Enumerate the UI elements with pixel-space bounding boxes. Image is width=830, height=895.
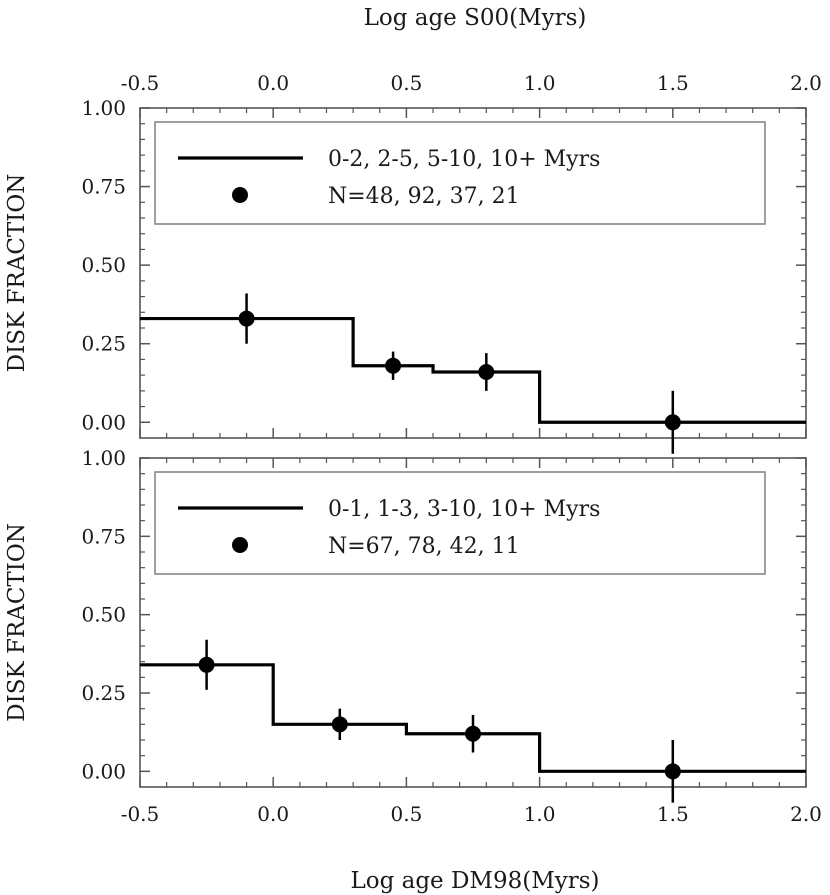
y-tick-label: 0.00	[81, 759, 126, 783]
x-tick-label: 0.5	[390, 71, 422, 95]
legend-line-label: 0-1, 1-3, 3-10, 10+ Myrs	[328, 497, 600, 522]
x-tick-label: 2.0	[790, 802, 822, 826]
y-tick-label: 0.25	[81, 681, 126, 705]
x-tick-label: 1.5	[657, 71, 689, 95]
x-tick-label: 1.0	[524, 802, 556, 826]
x-tick-label: -0.5	[121, 71, 160, 95]
legend-box	[154, 121, 766, 225]
legend-line-label: 0-2, 2-5, 5-10, 10+ Myrs	[328, 147, 600, 172]
y-axis-title: DISK FRACTION	[4, 174, 30, 373]
y-tick-label: 0.75	[81, 175, 126, 199]
x-tick-label: 1.0	[524, 71, 556, 95]
data-point	[465, 725, 481, 742]
legend-marker-swatch	[232, 537, 248, 553]
x-tick-label: 0.0	[257, 71, 289, 95]
legend-marker-label: N=67, 78, 42, 11	[328, 534, 520, 559]
bottom-axis-title: Log age DM98(Myrs)	[350, 868, 599, 894]
top-panel: -0.5 0.0 0.5 1.0 1.5 2.0 0.00 0.25 0.50 0.75 1.00 D…	[4, 71, 822, 454]
step-line	[140, 316, 806, 424]
x-tick-label: 2.0	[790, 71, 822, 95]
data-point	[198, 656, 215, 673]
step-line	[140, 663, 806, 773]
y-tick-label: 0.25	[81, 332, 126, 356]
top-axis-title: Log age S00(Myrs)	[364, 5, 587, 31]
y-tick-label: 0.75	[81, 524, 126, 548]
data-point	[664, 763, 681, 780]
y-tick-label: 0.00	[81, 410, 126, 434]
data-point	[238, 310, 255, 327]
legend-box	[154, 471, 766, 575]
y-tick-label: 1.00	[81, 446, 126, 470]
data-point	[331, 716, 348, 733]
y-tick-label: 0.50	[81, 253, 126, 277]
x-tick-label: 0.5	[390, 802, 422, 826]
y-axis-title: DISK FRACTION	[4, 523, 30, 722]
plot-frame	[139, 107, 807, 439]
y-tick-label: 0.50	[81, 603, 126, 627]
bottom-panel: -0.5 0.0 0.5 1.0 1.5 2.0 0.00 0.25 0.50 0.75 1.00 D…	[4, 446, 822, 826]
legend-marker-swatch	[232, 187, 248, 203]
x-tick-label: 1.5	[657, 802, 689, 826]
y-tick-label: 1.00	[81, 96, 126, 120]
x-tick-label: 0.0	[257, 802, 289, 826]
data-point	[478, 364, 495, 380]
data-point	[385, 357, 402, 374]
x-tick-label: -0.5	[121, 802, 160, 826]
data-point	[664, 414, 681, 431]
plot-frame	[139, 457, 807, 788]
legend-marker-label: N=48, 92, 37, 21	[328, 184, 520, 209]
